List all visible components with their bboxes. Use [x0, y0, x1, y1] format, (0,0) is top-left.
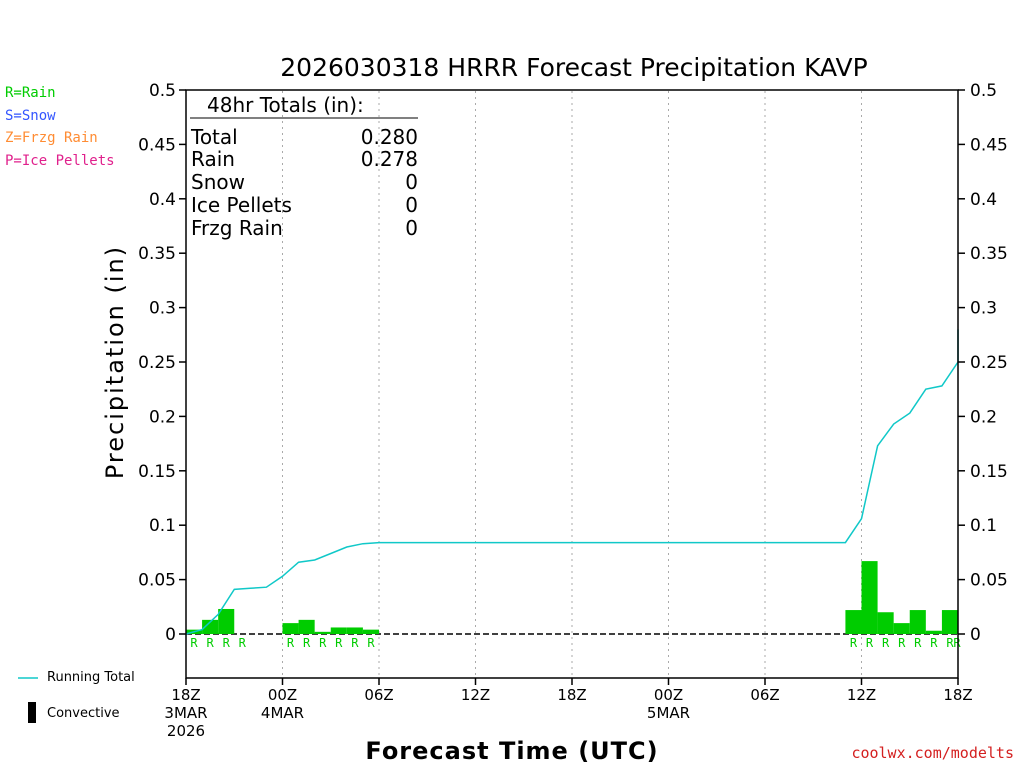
totals-value-ice-pellets: 0: [405, 193, 418, 217]
y-tick-label-right: 0.05: [970, 571, 1008, 591]
totals-box: 48hr Totals (in): Total 0.280 Rain 0.278…: [190, 93, 418, 240]
precip-bar: [362, 629, 379, 634]
precip-type-label: R: [946, 636, 954, 650]
y-tick-label-left: 0.3: [149, 299, 176, 319]
x-tick-label: 00Z: [654, 686, 683, 704]
totals-header: 48hr Totals (in):: [207, 93, 364, 117]
y-tick-label-right: 0.25: [970, 353, 1008, 373]
y-tick-label-left: 0.4: [149, 190, 176, 210]
precip-bar: [346, 627, 363, 634]
x-tick-label: 3MAR: [164, 704, 207, 722]
y-tick-label-left: 0.45: [138, 135, 176, 155]
precip-bar: [861, 561, 878, 634]
x-tick-label: 00Z: [268, 686, 297, 704]
precip-type-label: R: [190, 636, 198, 650]
precip-type-label: R: [351, 636, 359, 650]
y-tick-label-left: 0.2: [149, 407, 176, 427]
precip-bar: [941, 610, 958, 634]
precip-bar: [330, 627, 347, 634]
totals-label-frzg-rain: Frzg Rain: [191, 216, 283, 240]
precip-bar: [202, 619, 219, 634]
totals-label-total: Total: [190, 125, 238, 149]
vertical-gridlines: [282, 91, 862, 677]
precip-bar: [909, 610, 926, 634]
y-tick-label-right: 0.4: [970, 190, 997, 210]
x-tick-label: 18Z: [943, 686, 972, 704]
legend-snow: S=Snow: [5, 107, 56, 124]
running-total-line: [185, 329, 959, 635]
precip-type-label: R: [319, 636, 327, 650]
precip-type-label: R: [223, 636, 231, 650]
x-axis-label: Forecast Time (UTC): [365, 737, 658, 765]
x-tick-label: 2026: [167, 722, 205, 740]
precip-type-label: R: [239, 636, 247, 650]
x-tick-label: 18Z: [171, 686, 200, 704]
legend-frzg-rain: Z=Frzg Rain: [5, 130, 98, 146]
precip-type-label: R: [335, 636, 343, 650]
precip-type-label: R: [898, 636, 906, 650]
y-tick-label-right: 0.3: [970, 299, 997, 319]
legend-rain: R=Rain: [5, 85, 56, 101]
y-axis-right: 0 0.05 0.1 0.15 0.2 0.25 0.3 0.35 0.4 0.45 0.5: [958, 81, 1008, 645]
y-tick-label-left: 0.15: [138, 462, 176, 482]
y-tick-label-right: 0.2: [970, 407, 997, 427]
y-tick-label-right: 0.5: [970, 81, 997, 101]
y-tick-label-left: 0.1: [149, 516, 176, 536]
y-axis-left: 0 0.05 0.1 0.15 0.2 0.25 0.3 0.35 0.4 0.45 0.5: [138, 81, 186, 645]
precip-type-label: R: [866, 636, 874, 650]
y-tick-label-left: 0.05: [138, 571, 176, 591]
totals-label-ice-pellets: Ice Pellets: [191, 193, 292, 217]
totals-value-total: 0.280: [361, 125, 418, 149]
x-tick-label: 06Z: [750, 686, 779, 704]
y-tick-label-right: 0.15: [970, 462, 1008, 482]
precip-type-label: R: [303, 636, 311, 650]
x-tick-label: 12Z: [847, 686, 876, 704]
precip-type-label: R: [914, 636, 922, 650]
totals-label-rain: Rain: [191, 147, 235, 171]
credit-text: coolwx.com/modelts: [851, 744, 1014, 762]
chart-title: 2026030318 HRRR Forecast Precipitation K…: [280, 53, 867, 82]
totals-value-snow: 0: [405, 170, 418, 194]
x-tick-label: 06Z: [364, 686, 393, 704]
legend-ice-pellets: P=Ice Pellets: [5, 152, 115, 169]
y-tick-label-right: 0.1: [970, 516, 997, 536]
precip-bar: [893, 623, 910, 634]
precip-type-legend: R=Rain S=Snow Z=Frzg Rain P=Ice Pellets: [5, 82, 115, 172]
precip-type-label: R: [207, 636, 215, 650]
precip-bar: [925, 630, 942, 634]
precip-type-label: R: [882, 636, 890, 650]
precip-type-label: R: [850, 636, 858, 650]
precip-bar: [877, 612, 894, 634]
precip-bar: [845, 610, 862, 634]
precip-bar: [298, 619, 315, 634]
precip-bars: [186, 561, 958, 634]
legend-running-total: Running Total: [47, 670, 135, 685]
y-tick-label-right: 0: [970, 625, 981, 645]
precip-type-label: R: [930, 636, 938, 650]
y-tick-label-left: 0.5: [149, 81, 176, 101]
y-tick-label-left: 0.35: [138, 244, 176, 264]
convective-legend-swatch: [28, 702, 36, 723]
legend-convective: Convective: [47, 706, 120, 721]
y-tick-label-right: 0.45: [970, 135, 1008, 155]
x-tick-label: 4MAR: [261, 704, 304, 722]
y-tick-label-right: 0.35: [970, 244, 1008, 264]
precip-bar: [218, 608, 235, 634]
x-tick-label: 18Z: [557, 686, 586, 704]
precip-bar: [282, 623, 299, 634]
y-tick-label-left: 0.25: [138, 353, 176, 373]
totals-value-rain: 0.278: [361, 147, 418, 171]
totals-value-frzg-rain: 0: [405, 216, 418, 240]
x-tick-label: 5MAR: [647, 704, 690, 722]
precip-bar: [314, 631, 331, 634]
precip-type-label: R: [287, 636, 295, 650]
totals-label-snow: Snow: [191, 170, 245, 194]
y-tick-label-left: 0: [165, 625, 176, 645]
precip-type-label: R: [367, 636, 375, 650]
y-axis-label: Precipitation (in): [101, 245, 129, 479]
x-tick-label: 12Z: [461, 686, 490, 704]
